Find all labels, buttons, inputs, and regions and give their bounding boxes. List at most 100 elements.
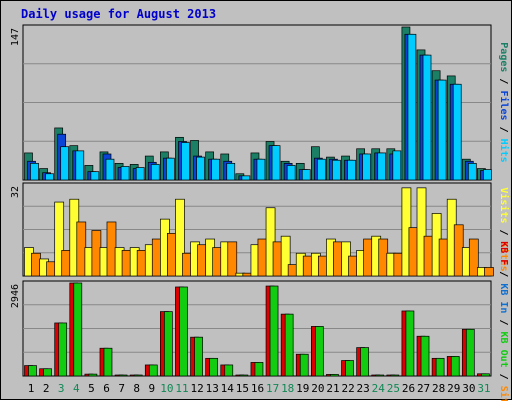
legend-entry-pages: Pages — [498, 42, 509, 72]
bar-sites-day-31 — [484, 267, 494, 277]
x-tick-label-8: 8 — [133, 382, 140, 395]
bar-kb-out-day-31 — [481, 373, 490, 377]
bar-kb-out-day-3 — [58, 322, 68, 377]
bar-kb-out-day-14 — [224, 364, 234, 377]
x-tick-label-15: 15 — [236, 382, 249, 395]
x-tick-label-30: 30 — [462, 382, 475, 395]
bar-sites-day-3 — [61, 250, 72, 277]
x-tick-label-7: 7 — [118, 382, 125, 395]
bar-kb-out-day-24 — [375, 374, 385, 377]
bar-sites-day-17 — [272, 241, 283, 277]
bar-sites-day-8 — [136, 250, 147, 277]
bar-kb-out-day-4 — [73, 282, 83, 377]
legend-middle: Visits / Sites — [498, 187, 510, 271]
legend-entry-sep: / — [498, 313, 509, 331]
bar-hits-day-31 — [483, 169, 492, 181]
bar-hits-day-21 — [332, 159, 341, 181]
bar-visits-day-11 — [175, 198, 185, 277]
bar-hits-day-3 — [60, 146, 70, 181]
legend-entry-sep: / — [498, 368, 509, 386]
x-tick-label-2: 2 — [43, 382, 50, 395]
bar-hits-day-11 — [181, 142, 190, 181]
legend-bottom: KB F / KB In / KB Out / Sites — [498, 241, 510, 401]
bar-sites-day-10 — [167, 232, 177, 277]
bar-hits-day-25 — [392, 150, 402, 181]
x-tick-label-29: 29 — [447, 382, 460, 395]
bar-hits-day-2 — [45, 173, 54, 181]
legend-entry-sep: / — [498, 223, 509, 241]
bar-hits-day-23 — [362, 153, 371, 181]
bar-sites-day-12 — [197, 244, 207, 277]
bar-sites-day-14 — [227, 241, 238, 277]
bar-kb-out-day-27 — [420, 335, 430, 377]
bar-hits-day-8 — [135, 167, 145, 181]
ymax-label-bottom: 2946 — [10, 284, 21, 308]
bar-kb-out-day-29 — [450, 356, 460, 377]
legend-entry-visits: Visits — [498, 187, 510, 223]
bar-sites-day-25 — [393, 252, 404, 277]
legend-entry-files: Files — [498, 90, 510, 120]
bar-sites-day-21 — [333, 241, 343, 277]
bar-hits-day-20 — [316, 158, 326, 181]
legend-entry-sep: / — [498, 265, 509, 283]
x-tick-label-21: 21 — [326, 382, 339, 395]
bar-hits-day-6 — [105, 158, 115, 181]
bar-kb-out-day-26 — [405, 310, 415, 377]
bar-hits-day-14 — [226, 162, 236, 181]
bar-kb-out-day-17 — [269, 285, 279, 377]
bar-kb-out-day-7 — [118, 374, 128, 377]
x-tick-label-4: 4 — [73, 382, 80, 395]
legend-entry-sep: / — [498, 121, 509, 139]
bar-kb-out-day-28 — [435, 357, 445, 377]
bar-sites-day-11 — [182, 252, 192, 277]
bar-sites-day-20 — [317, 255, 328, 277]
legend-entry-kbin: KB In — [498, 283, 509, 313]
bar-kb-out-day-18 — [284, 313, 294, 377]
bar-sites-day-29 — [453, 224, 464, 277]
bar-kb-out-day-22 — [345, 360, 354, 377]
bar-hits-day-18 — [286, 165, 296, 181]
bar-sites-day-6 — [106, 221, 117, 277]
x-tick-label-11: 11 — [175, 382, 188, 395]
bar-hits-day-27 — [422, 54, 432, 181]
bar-kb-out-day-5 — [88, 373, 98, 377]
bar-kb-out-day-16 — [254, 362, 264, 377]
legend-entry-kbf: KB F — [498, 241, 509, 265]
x-tick-label-13: 13 — [206, 382, 219, 395]
legend-entry-sites: Sites — [498, 386, 510, 401]
x-tick-label-9: 9 — [149, 382, 156, 395]
x-tick-label-12: 12 — [190, 382, 203, 395]
bar-sites-day-15 — [242, 272, 253, 277]
bar-hits-day-19 — [301, 169, 311, 181]
bar-kb-out-day-13 — [209, 357, 219, 377]
bar-sites-day-30 — [468, 238, 479, 277]
bar-kb-out-day-10 — [164, 311, 173, 377]
x-tick-label-3: 3 — [58, 382, 65, 395]
bar-kb-out-day-1 — [28, 365, 37, 377]
x-tick-label-22: 22 — [341, 382, 354, 395]
bar-kb-out-day-21 — [330, 374, 339, 377]
x-tick-label-5: 5 — [88, 382, 95, 395]
bar-hits-day-29 — [452, 83, 462, 181]
bar-kb-out-day-12 — [194, 336, 203, 377]
bar-hits-day-12 — [196, 156, 205, 181]
bar-hits-day-26 — [407, 33, 417, 181]
bar-kb-out-day-2 — [43, 368, 52, 377]
bar-sites-day-24 — [378, 238, 389, 277]
x-tick-label-1: 1 — [28, 382, 35, 395]
bar-sites-day-4 — [76, 221, 87, 277]
x-tick-label-17: 17 — [266, 382, 279, 395]
bar-sites-day-28 — [438, 238, 449, 277]
chart-title: Daily usage for August 2013 — [21, 7, 217, 21]
bar-sites-day-23 — [363, 238, 373, 277]
bar-sites-day-18 — [287, 264, 298, 277]
bar-hits-day-15 — [241, 175, 251, 181]
bar-sites-day-9 — [151, 238, 162, 277]
ymax-label-middle: 32 — [10, 186, 21, 198]
x-tick-label-27: 27 — [417, 382, 430, 395]
bar-hits-day-13 — [211, 158, 221, 181]
bar-visits-day-3 — [54, 201, 65, 277]
legend-entry-sites: Sites — [498, 242, 510, 272]
bar-hits-day-9 — [150, 164, 160, 181]
